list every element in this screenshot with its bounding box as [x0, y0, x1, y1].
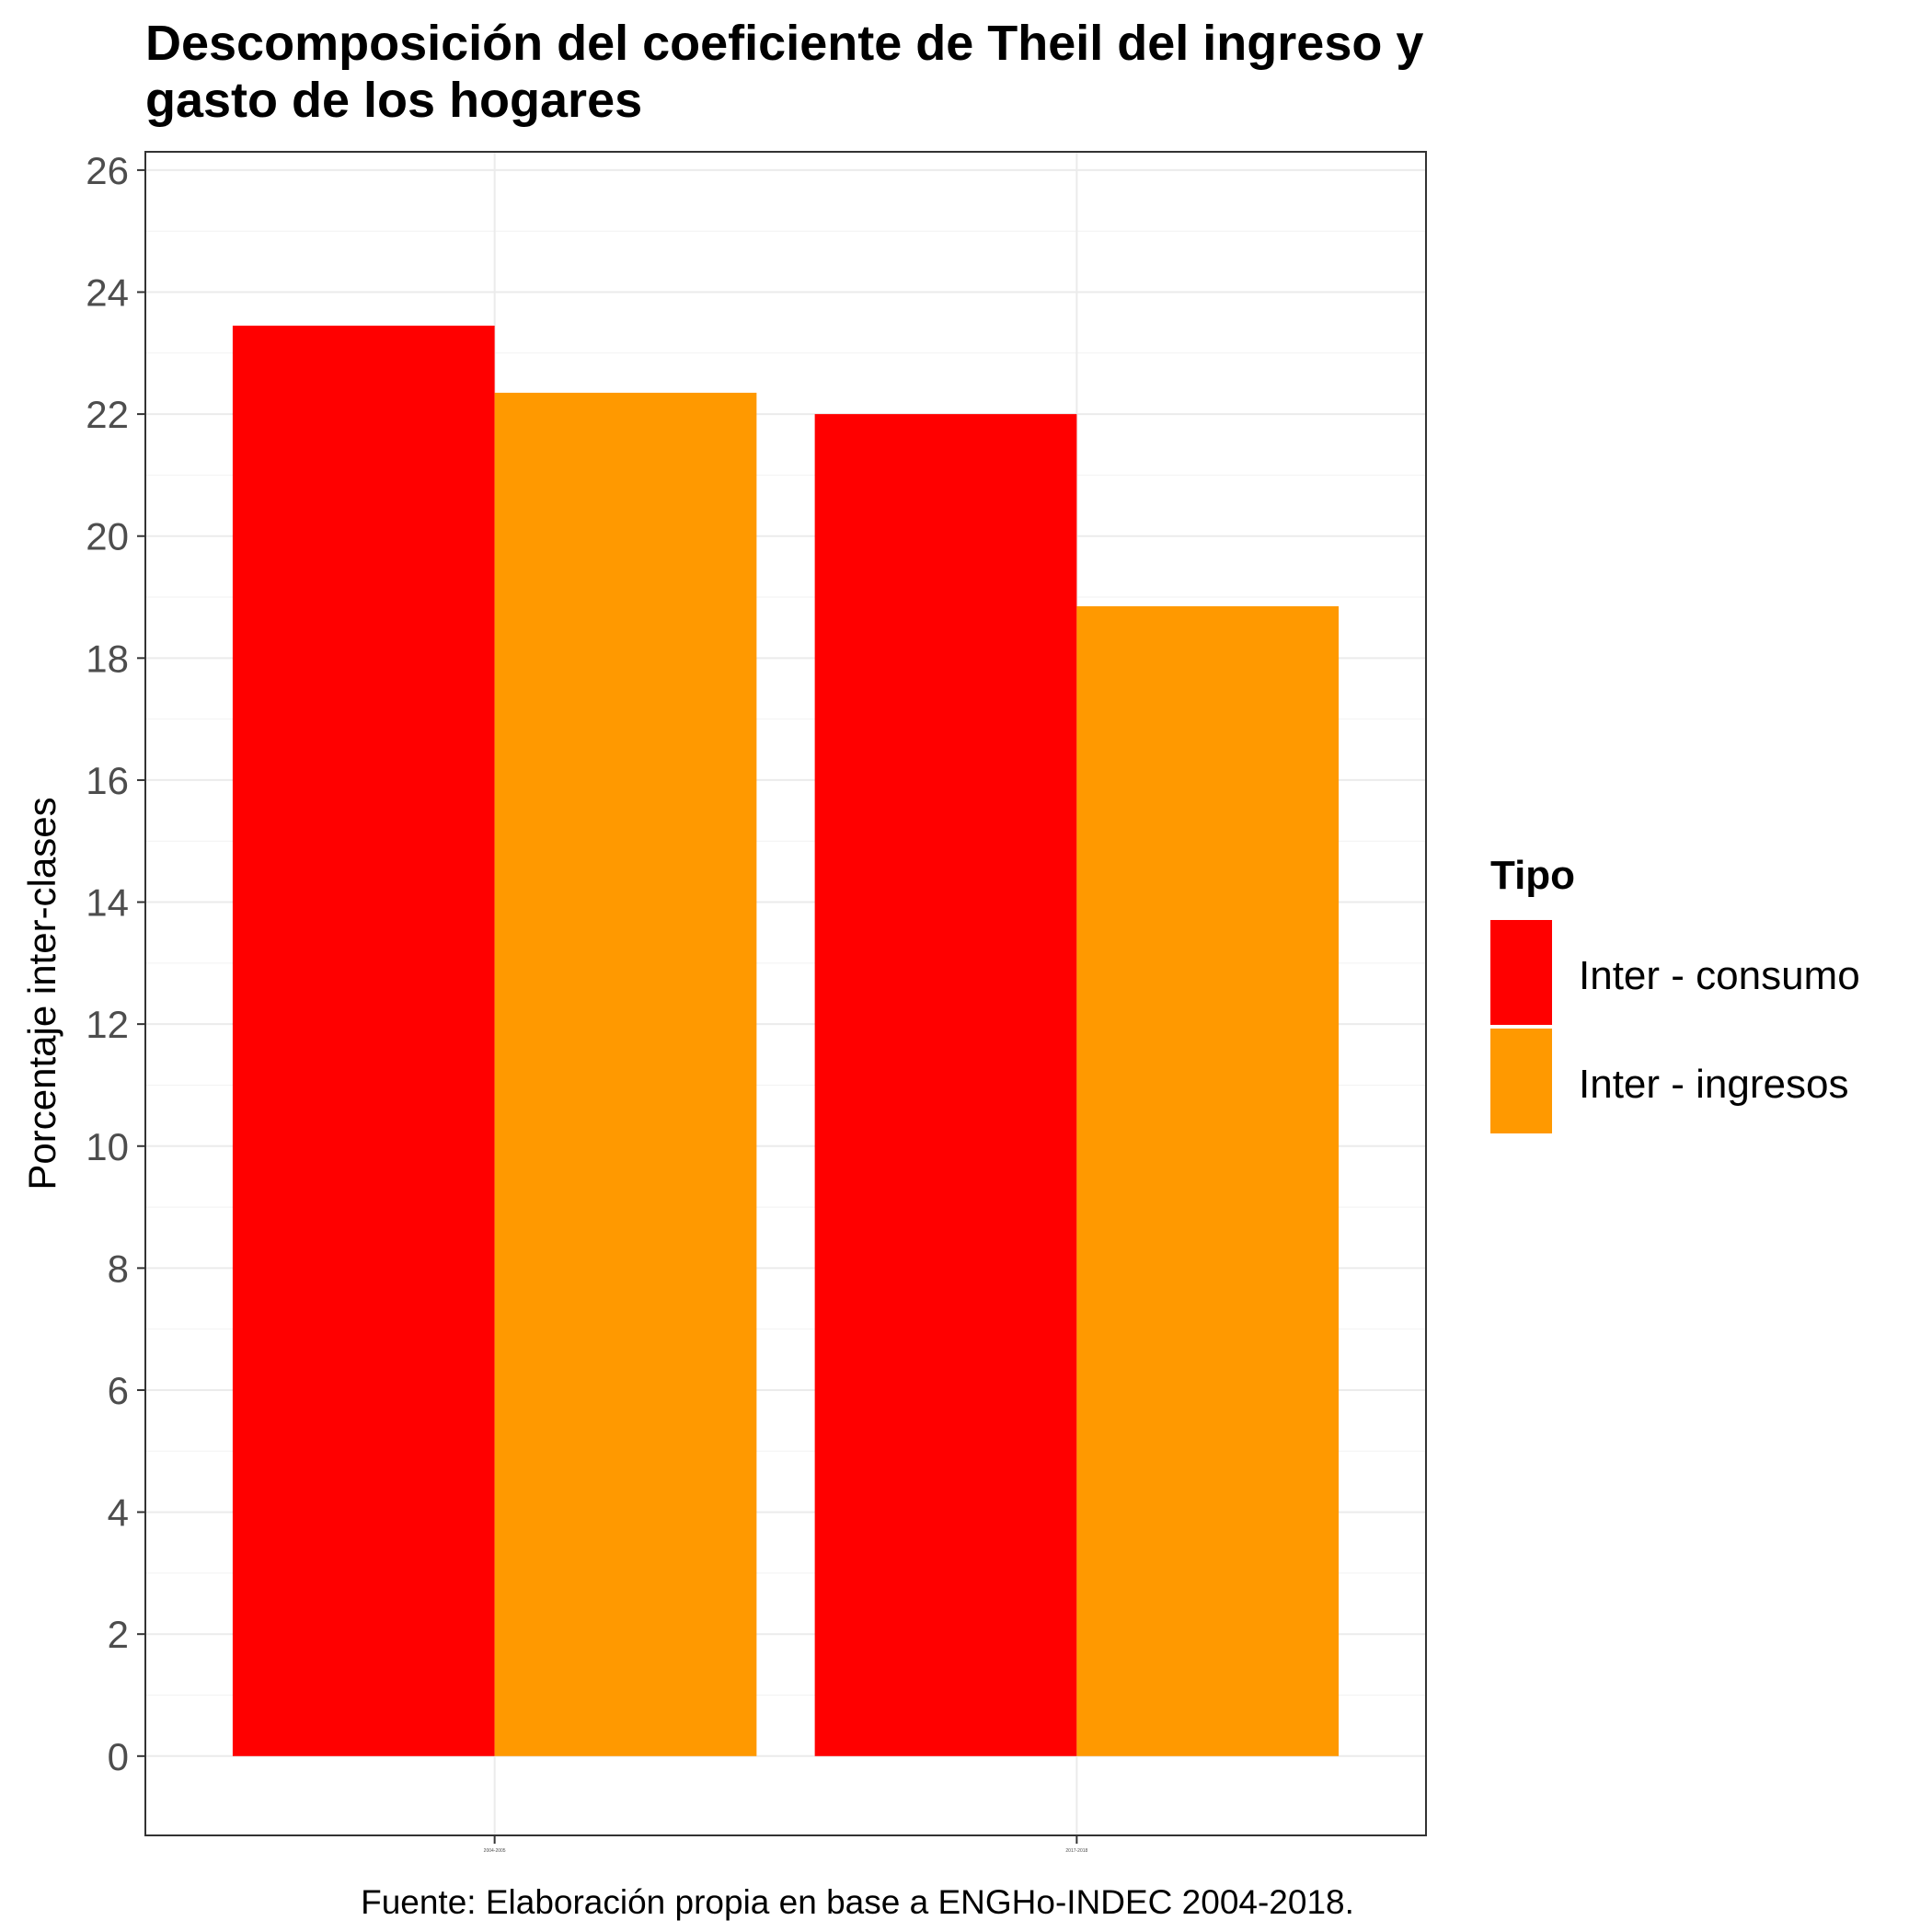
- bar-inter-consumo-2004-2005: [232, 325, 495, 1756]
- legend-swatch-inter-consumo: [1490, 920, 1552, 1025]
- legend: Tipo Inter - consumo Inter - ingresos: [1490, 853, 1860, 1133]
- y-tick-label: 2: [108, 1613, 129, 1656]
- chart-title-line-1: Descomposición del coeficiente de Theil …: [145, 16, 1423, 71]
- y-tick-label: 26: [86, 149, 129, 192]
- legend-label-inter-ingresos: Inter - ingresos: [1579, 1062, 1848, 1107]
- y-tick-label: 6: [108, 1369, 129, 1412]
- y-tick-label: 24: [86, 271, 129, 315]
- y-tick-label: 8: [108, 1247, 129, 1290]
- legend-title: Tipo: [1490, 853, 1575, 898]
- x-tick-label: 2004-2005: [484, 1848, 506, 1854]
- x-axis: 2004-2005 2017-2018: [484, 1835, 1088, 1854]
- legend-label-inter-consumo: Inter - consumo: [1579, 953, 1860, 998]
- y-tick-label: 10: [86, 1125, 129, 1168]
- y-tick-label: 16: [86, 759, 129, 802]
- legend-swatch-inter-ingresos: [1490, 1029, 1552, 1133]
- y-tick-label: 20: [86, 515, 129, 558]
- x-tick-label: 2017-2018: [1065, 1848, 1087, 1854]
- bar-inter-ingresos-2017-2018: [1076, 605, 1340, 1756]
- bars: [232, 325, 1340, 1756]
- y-tick-label: 12: [86, 1003, 129, 1046]
- y-tick-label: 0: [108, 1735, 129, 1778]
- bar-inter-ingresos-2004-2005: [494, 392, 757, 1756]
- chart-title-line-2: gasto de los hogares: [145, 73, 642, 128]
- y-tick-label: 18: [86, 637, 129, 680]
- chart-caption: Fuente: Elaboración propia en base a ENG…: [361, 1883, 1354, 1921]
- bar-inter-consumo-2017-2018: [814, 414, 1077, 1756]
- y-tick-label: 4: [108, 1491, 129, 1535]
- y-tick-label: 22: [86, 393, 129, 436]
- y-tick-label: 14: [86, 881, 129, 925]
- plot-border: [144, 151, 1427, 1836]
- y-axis-title: Porcentaje inter-clases: [20, 797, 63, 1190]
